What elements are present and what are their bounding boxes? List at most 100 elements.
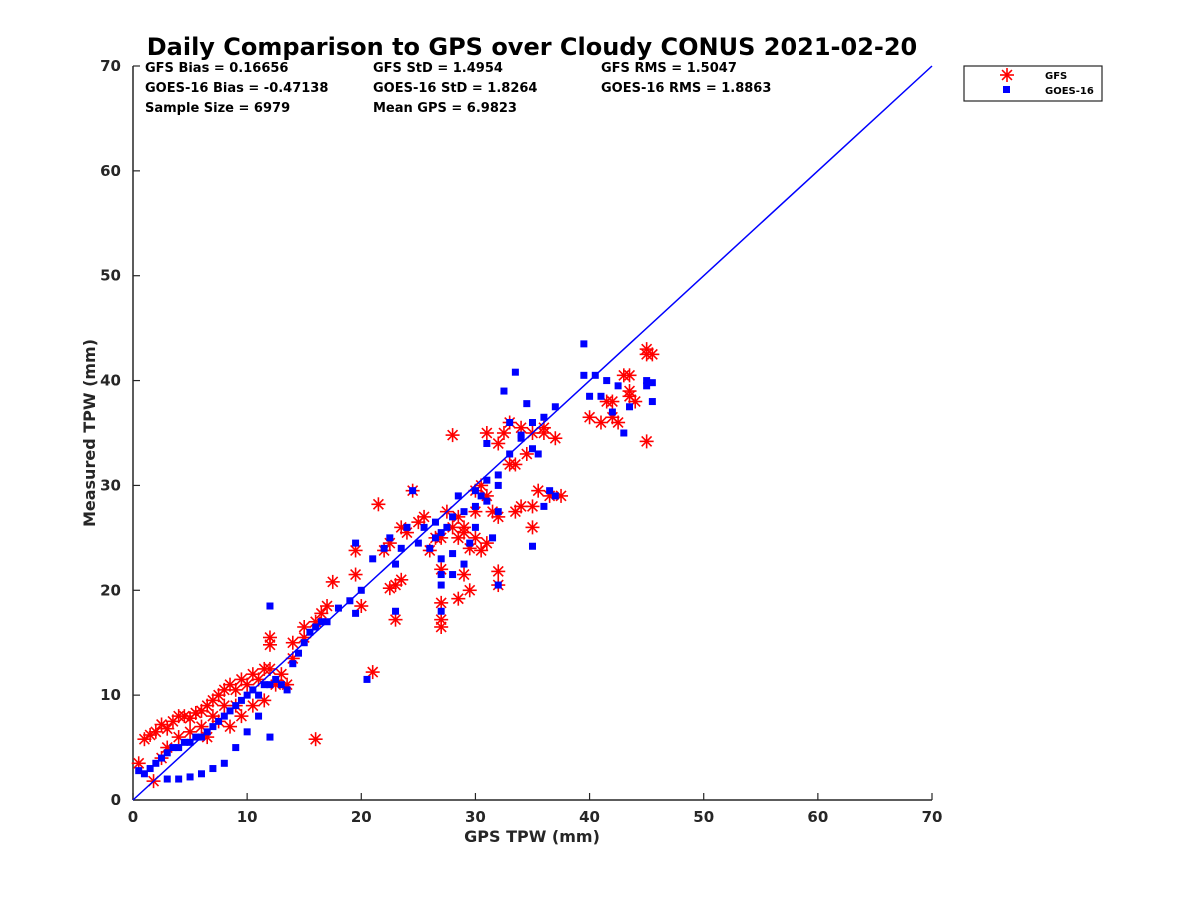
x-tick-label: 20 (351, 808, 372, 826)
goes16-point (551, 403, 559, 411)
y-tick-label: 70 (100, 57, 121, 75)
stat-gfs-std: GFS StD = 1.4954 (373, 61, 503, 76)
gfs-point (223, 719, 238, 734)
gfs-point (457, 525, 472, 540)
gfs-point (536, 426, 551, 440)
goes16-point (243, 728, 251, 736)
x-tick-label: 10 (237, 808, 258, 826)
goes16-point (523, 400, 531, 408)
goes16-point (460, 508, 468, 516)
goes16-point (483, 497, 491, 505)
goes16-point (648, 379, 656, 387)
goes16-point (483, 476, 491, 484)
y-tick-label: 50 (100, 267, 121, 285)
gfs-point (496, 426, 511, 440)
goes16-point (306, 628, 314, 636)
x-tick-label: 30 (465, 808, 486, 826)
x-tick-label: 70 (922, 808, 943, 826)
goes16-point (449, 571, 457, 579)
stat-mean-gps: Mean GPS = 6.9823 (373, 101, 517, 116)
goes16-point (437, 571, 445, 579)
gfs-point (308, 732, 323, 747)
stat-goes-std: GOES-16 StD = 1.8264 (373, 81, 537, 96)
goes16-point (334, 604, 342, 612)
goes16-point (158, 754, 166, 762)
goes16-point (500, 387, 508, 395)
gfs-point (525, 520, 540, 535)
goes16-point (260, 681, 268, 689)
gfs-point (508, 457, 523, 472)
goes16-point (648, 398, 656, 406)
gfs-point (611, 415, 626, 430)
gfs-point (645, 347, 660, 362)
goes16-point (169, 744, 177, 752)
gfs-point (639, 434, 654, 449)
gfs-point (325, 574, 340, 589)
reference-line (132, 65, 933, 801)
legend-gfs-label: GFS (1045, 71, 1067, 82)
x-tick-label: 0 (128, 808, 138, 826)
gfs-point (245, 698, 260, 713)
x-ticks: 0 10 20 30 40 50 60 70 (128, 793, 943, 826)
gfs-point (548, 431, 563, 446)
gfs-point (320, 599, 335, 614)
goes16-point (506, 419, 514, 427)
goes16-point (477, 492, 485, 500)
series-goes16 (135, 340, 656, 783)
goes16-point (192, 733, 200, 741)
y-tick-label: 10 (100, 686, 121, 704)
gfs-point (188, 705, 203, 720)
goes16-point (437, 607, 445, 615)
gfs-point (348, 567, 363, 582)
legend-goes-marker (1003, 86, 1010, 93)
goes16-point (266, 602, 274, 610)
goes16-point (580, 340, 588, 348)
legend: GFS GOES-16 (963, 65, 1103, 102)
goes16-point (597, 392, 605, 400)
x-tick-label: 60 (807, 808, 828, 826)
goes16-point (289, 660, 297, 668)
gfs-point (622, 368, 637, 383)
gfs-point (605, 394, 620, 409)
goes16-point (352, 609, 360, 617)
y-tick-label: 20 (100, 581, 121, 599)
goes16-point (466, 539, 474, 547)
gfs-point (479, 426, 494, 440)
goes16-point (197, 770, 205, 778)
goes16-point (163, 775, 171, 783)
goes16-point (608, 408, 616, 416)
x-axis-label: GPS TPW (mm) (464, 827, 600, 846)
gfs-point (228, 682, 243, 697)
legend-goes-label: GOES-16 (1045, 86, 1094, 97)
goes16-point (152, 759, 160, 767)
goes16-point (220, 759, 228, 767)
gfs-point (148, 724, 163, 739)
goes16-point (517, 431, 525, 439)
gfs-point (474, 543, 489, 558)
goes16-point (135, 767, 143, 775)
goes16-point (471, 487, 479, 495)
goes16-point (255, 691, 263, 699)
gfs-point (514, 420, 529, 435)
gfs-point (462, 583, 477, 598)
gfs-point (314, 606, 329, 621)
goes16-point (483, 439, 491, 447)
goes16-point (386, 534, 394, 542)
goes16-point (397, 544, 405, 552)
goes16-point (272, 675, 280, 683)
goes16-point (471, 523, 479, 531)
goes16-point (460, 560, 468, 568)
goes16-point (312, 623, 320, 631)
goes16-point (494, 581, 502, 589)
y-tick-label: 30 (100, 476, 121, 494)
goes16-point (380, 544, 388, 552)
gfs-point (365, 665, 380, 680)
goes16-point (255, 712, 263, 720)
gfs-point (177, 709, 192, 724)
goes16-point (643, 377, 651, 385)
gfs-point (348, 543, 363, 558)
goes16-point (511, 368, 519, 376)
goes16-point (443, 523, 451, 531)
goes16-point (437, 529, 445, 537)
goes16-point (392, 560, 400, 568)
